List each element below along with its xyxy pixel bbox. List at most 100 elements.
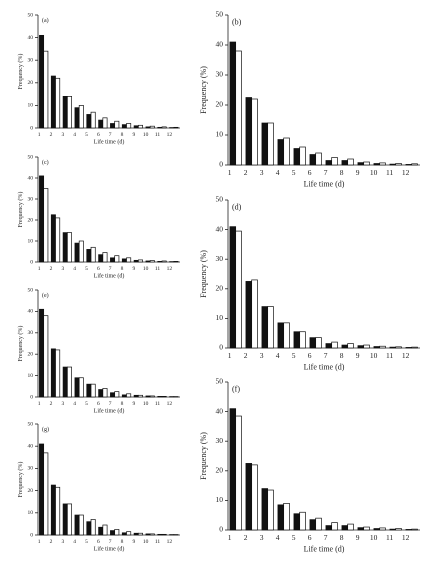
bar (341, 525, 349, 531)
bar (66, 503, 72, 536)
bar (90, 383, 96, 398)
bar (121, 532, 127, 536)
y-tick-label: 0 (30, 125, 33, 131)
x-tick-label: 12 (402, 168, 410, 177)
x-tick-label: 5 (85, 539, 88, 545)
x-tick-label: 6 (308, 168, 312, 177)
bar (261, 306, 269, 349)
bar (90, 519, 96, 536)
x-tick-label: 2 (244, 351, 248, 360)
bar (137, 124, 143, 129)
bar (157, 126, 163, 129)
y-tick-label: 0 (219, 343, 223, 352)
bar (133, 394, 139, 398)
y-tick-label: 20 (216, 466, 224, 475)
bar (137, 259, 143, 263)
bar (251, 464, 258, 531)
bar (121, 258, 127, 263)
bar (161, 533, 167, 536)
bar (121, 394, 127, 398)
bar (98, 254, 104, 263)
y-tick-label: 20 (28, 80, 34, 86)
x-tick-label: 3 (61, 132, 64, 138)
bar (55, 77, 61, 129)
bar (357, 162, 365, 166)
y-tick-label: 50 (216, 195, 224, 204)
x-tick-label: 3 (61, 539, 64, 545)
bar (245, 463, 253, 531)
x-tick-label: 1 (228, 351, 232, 360)
x-tick-label: 10 (143, 539, 149, 545)
y-tick-label: 0 (219, 160, 223, 169)
bar (50, 75, 56, 129)
bar (315, 517, 322, 531)
bar (161, 260, 167, 263)
bar (157, 533, 163, 536)
bar (299, 511, 306, 531)
bar (98, 389, 104, 398)
y-tick-label: 0 (219, 525, 223, 534)
bar (229, 408, 237, 531)
bar (126, 257, 132, 263)
bar (251, 279, 258, 349)
bar (283, 322, 290, 349)
y-axis-label: Frequency (%) (199, 250, 208, 298)
bar (78, 240, 84, 263)
bar (86, 249, 92, 263)
y-tick-label: 10 (216, 130, 224, 139)
x-tick-label: 8 (340, 533, 344, 542)
x-tick-label: 4 (73, 539, 76, 545)
bar (39, 34, 45, 129)
bar (309, 154, 317, 166)
bar (309, 519, 317, 531)
bar (331, 522, 338, 531)
x-tick-label: 9 (132, 266, 135, 272)
y-axis-label: Frequency (%) (17, 462, 24, 498)
bar (98, 119, 104, 129)
x-tick-label: 4 (73, 132, 76, 138)
bar (267, 122, 274, 166)
bar (293, 331, 301, 349)
y-tick-label: 10 (28, 238, 34, 244)
y-tick-label: 30 (28, 466, 34, 472)
bar (74, 514, 80, 536)
bar (363, 526, 370, 531)
y-tick-label: 0 (30, 259, 33, 265)
bar (78, 514, 84, 536)
bar (114, 120, 120, 129)
bar (98, 526, 104, 536)
bar (55, 349, 61, 398)
x-tick-label: 3 (260, 351, 264, 360)
x-tick-label: 8 (340, 168, 344, 177)
x-tick-label: 9 (356, 168, 360, 177)
x-tick-label: 1 (228, 168, 232, 177)
x-tick-label: 12 (402, 533, 410, 542)
x-tick-label: 9 (132, 539, 135, 545)
bar (293, 513, 301, 531)
x-tick-label: 10 (370, 168, 378, 177)
bar (363, 344, 370, 349)
bar (50, 214, 56, 263)
x-tick-label: 4 (73, 401, 76, 407)
x-axis-label: Life time (d) (94, 139, 125, 146)
y-axis-label: Frequency (%) (17, 192, 24, 228)
y-tick-label: 20 (216, 100, 224, 109)
y-tick-label: 50 (28, 154, 34, 160)
y-axis-label: Frequency (%) (199, 432, 208, 480)
bar (235, 50, 242, 166)
y-axis-label: Frequency (%) (17, 54, 24, 90)
panel-label: (g) (42, 426, 49, 433)
bar (74, 377, 80, 398)
bar (126, 393, 132, 398)
bar (173, 261, 179, 263)
bar (373, 346, 381, 349)
bar (347, 343, 354, 349)
bar (149, 125, 155, 129)
bar (86, 383, 92, 398)
bar (235, 415, 242, 531)
x-tick-label: 8 (121, 266, 124, 272)
y-tick-label: 10 (216, 495, 224, 504)
bar (357, 527, 365, 531)
